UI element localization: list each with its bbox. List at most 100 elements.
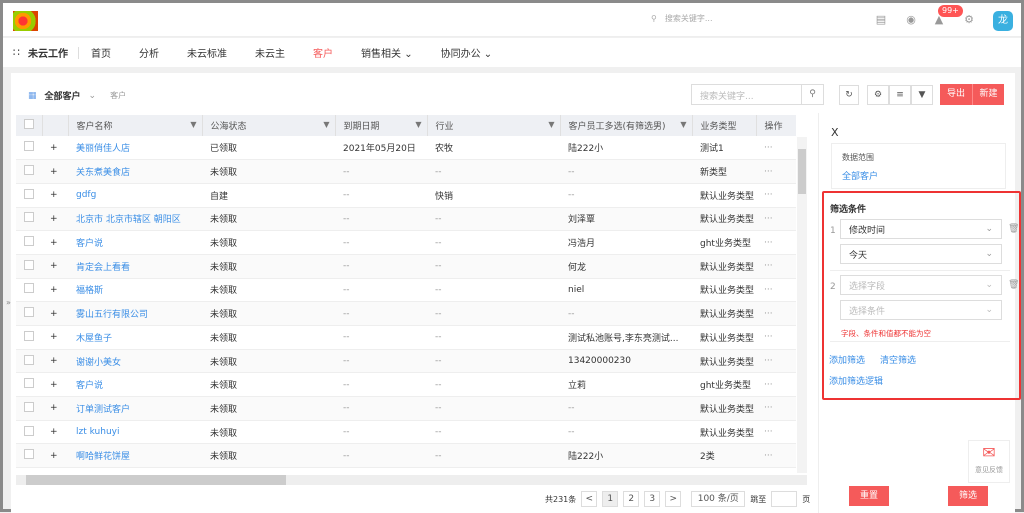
more-actions-icon[interactable]: ··· bbox=[756, 278, 796, 303]
scope-value[interactable]: 全部客户 bbox=[842, 172, 879, 182]
customer-name-link[interactable]: 木屋鱼子 bbox=[68, 325, 202, 350]
more-actions-icon[interactable]: ··· bbox=[756, 254, 796, 279]
more-actions-icon[interactable]: ··· bbox=[756, 443, 796, 469]
filter-1-condition[interactable]: 今天 ⌄ bbox=[840, 244, 1002, 264]
add-filter-link[interactable]: 添加筛选 bbox=[829, 356, 866, 366]
customer-name-link[interactable]: 谢谢小美女 bbox=[68, 349, 202, 374]
expand-row-icon[interactable]: + bbox=[42, 349, 68, 374]
search-input[interactable]: 搜索关键字... bbox=[700, 92, 754, 102]
expand-row-icon[interactable]: + bbox=[42, 254, 68, 279]
row-checkbox[interactable] bbox=[16, 207, 42, 232]
customer-name-link[interactable]: lzt kuhuyi bbox=[68, 420, 202, 445]
trash-icon[interactable]: 🗑 bbox=[1008, 224, 1020, 234]
nav-sales[interactable]: 销售相关 ⌄ bbox=[361, 49, 413, 60]
row-checkbox[interactable] bbox=[16, 325, 42, 350]
refresh-button[interactable]: ↻ bbox=[839, 85, 859, 105]
feedback-widget[interactable]: ✉ 意见反馈 bbox=[968, 440, 1010, 483]
chat-icon[interactable]: ◉ bbox=[906, 13, 916, 26]
expand-row-icon[interactable]: + bbox=[42, 183, 68, 208]
gear-icon[interactable]: ⚙ bbox=[964, 13, 974, 26]
expand-row-icon[interactable]: + bbox=[42, 420, 68, 445]
next-page-button[interactable]: > bbox=[665, 491, 682, 507]
row-checkbox[interactable] bbox=[16, 443, 42, 469]
select-all[interactable] bbox=[16, 115, 43, 136]
col-name[interactable]: 客户名称 ▼ bbox=[68, 115, 203, 136]
more-actions-icon[interactable]: ··· bbox=[756, 183, 796, 208]
customer-name-link[interactable]: gdfg bbox=[68, 183, 202, 208]
more-actions-icon[interactable]: ··· bbox=[756, 325, 796, 350]
filter-1-field[interactable]: 修改时间 ⌄ bbox=[840, 219, 1002, 239]
export-button[interactable]: 导出 bbox=[940, 84, 972, 105]
expand-row-icon[interactable]: + bbox=[42, 136, 68, 161]
chevron-down-icon[interactable]: ⌄ bbox=[88, 90, 97, 101]
row-checkbox[interactable] bbox=[16, 278, 42, 303]
row-checkbox[interactable] bbox=[16, 372, 42, 398]
customer-name-link[interactable]: 关东煮美食店 bbox=[68, 159, 202, 184]
customer-name-link[interactable]: 客户说 bbox=[68, 230, 202, 255]
customer-name-link[interactable]: 客户说 bbox=[68, 372, 202, 398]
expand-row-icon[interactable]: + bbox=[42, 396, 68, 421]
nav-analysis[interactable]: 分析 bbox=[139, 49, 159, 60]
more-actions-icon[interactable]: ··· bbox=[756, 301, 796, 326]
expand-row-icon[interactable]: + bbox=[42, 325, 68, 350]
reset-button[interactable]: 重置 bbox=[849, 486, 889, 506]
customer-name-link[interactable]: 啊哈鲜花饼屋 bbox=[68, 443, 202, 469]
list-view-button[interactable]: ≡ bbox=[889, 85, 911, 105]
new-button[interactable]: 新建 bbox=[972, 84, 1004, 105]
row-checkbox[interactable] bbox=[16, 159, 42, 184]
more-actions-icon[interactable]: ··· bbox=[756, 207, 796, 232]
prev-page-button[interactable]: < bbox=[581, 491, 598, 507]
table-search[interactable]: 搜索关键字... ⚲ bbox=[691, 84, 824, 105]
filter-button[interactable]: ▼ bbox=[911, 85, 933, 105]
nav-standard[interactable]: 未云标准 bbox=[187, 49, 227, 60]
expand-row-icon[interactable]: + bbox=[42, 278, 68, 303]
apply-filter-button[interactable]: 筛选 bbox=[948, 486, 988, 506]
more-actions-icon[interactable]: ··· bbox=[756, 372, 796, 398]
more-actions-icon[interactable]: ··· bbox=[756, 230, 796, 255]
bell-icon[interactable]: ▲ bbox=[934, 13, 944, 26]
view-selector[interactable]: 全部客户 bbox=[44, 92, 81, 102]
expand-row-icon[interactable]: + bbox=[42, 443, 68, 469]
nav-home[interactable]: 首页 bbox=[91, 49, 111, 60]
more-actions-icon[interactable]: ··· bbox=[756, 420, 796, 445]
more-actions-icon[interactable]: ··· bbox=[756, 136, 796, 161]
expand-row-icon[interactable]: + bbox=[42, 372, 68, 398]
row-checkbox[interactable] bbox=[16, 420, 42, 445]
col-employees[interactable]: 客户员工多选(有筛选男) ▼ bbox=[560, 115, 693, 136]
col-status[interactable]: 公海状态 ▼ bbox=[202, 115, 336, 136]
page-1[interactable]: 1 bbox=[602, 491, 619, 507]
row-checkbox[interactable] bbox=[16, 136, 42, 161]
add-logic-link[interactable]: 添加筛选逻辑 bbox=[829, 377, 884, 387]
row-checkbox[interactable] bbox=[16, 254, 42, 279]
search-icon[interactable]: ⚲ bbox=[801, 85, 823, 104]
vertical-scrollbar[interactable] bbox=[797, 137, 807, 473]
customer-name-link[interactable]: 肯定会上看看 bbox=[68, 254, 202, 279]
avatar[interactable]: 龙 bbox=[993, 11, 1013, 31]
more-actions-icon[interactable]: ··· bbox=[756, 349, 796, 374]
page-size-select[interactable]: 100 条/页 bbox=[691, 491, 746, 507]
customer-name-link[interactable]: 订单测试客户 bbox=[68, 396, 202, 421]
nav-main[interactable]: 未云主 bbox=[255, 49, 285, 60]
col-industry[interactable]: 行业 ▼ bbox=[427, 115, 561, 136]
expand-row-icon[interactable]: + bbox=[42, 230, 68, 255]
page-2[interactable]: 2 bbox=[623, 491, 640, 507]
expand-row-icon[interactable]: + bbox=[42, 159, 68, 184]
row-checkbox[interactable] bbox=[16, 230, 42, 255]
settings-button[interactable]: ⚙ bbox=[867, 85, 889, 105]
customer-name-link[interactable]: 福格斯 bbox=[68, 278, 202, 303]
apps-grid-icon[interactable]: ∷ bbox=[13, 46, 20, 59]
row-checkbox[interactable] bbox=[16, 183, 42, 208]
book-icon[interactable]: ▤ bbox=[875, 13, 887, 26]
col-due-date[interactable]: 到期日期 ▼ bbox=[335, 115, 428, 136]
more-actions-icon[interactable]: ··· bbox=[756, 159, 796, 184]
expand-row-icon[interactable]: + bbox=[42, 207, 68, 232]
nav-customer[interactable]: 客户 bbox=[313, 49, 333, 60]
nav-collab[interactable]: 协同办公 ⌄ bbox=[440, 49, 493, 60]
customer-name-link[interactable]: 雾山五行有限公司 bbox=[68, 301, 202, 326]
global-search[interactable]: ⚲ 搜索关键字... bbox=[651, 14, 713, 23]
filter-2-field[interactable]: 选择字段 ⌄ bbox=[840, 275, 1002, 295]
expand-sidebar-icon[interactable]: » bbox=[6, 298, 11, 307]
trash-icon[interactable]: 🗑 bbox=[1008, 280, 1020, 290]
close-icon[interactable]: X bbox=[831, 126, 839, 139]
more-actions-icon[interactable]: ··· bbox=[756, 396, 796, 421]
